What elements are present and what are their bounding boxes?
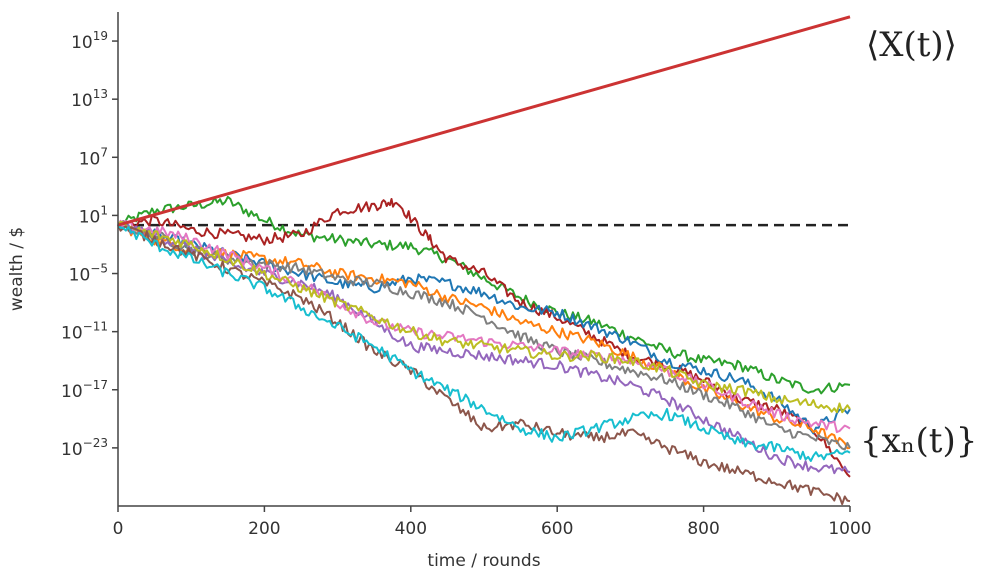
series-line-trajectory-3 bbox=[117, 221, 851, 435]
axes bbox=[117, 12, 850, 507]
y-tick-label: 10−11 bbox=[61, 320, 108, 344]
x-tick-label: 800 bbox=[687, 519, 719, 539]
series-line-trajectory-10 bbox=[117, 224, 851, 462]
y-tick-label: 10−17 bbox=[61, 378, 108, 402]
series-line-trajectory-7 bbox=[117, 219, 851, 434]
ensemble-average-label: ⟨X(t)⟩ bbox=[866, 25, 957, 65]
y-tick-label: 107 bbox=[79, 145, 108, 169]
series-line-trajectory-1 bbox=[117, 195, 851, 395]
x-axis-label: time / rounds bbox=[427, 551, 540, 571]
trajectories-label: {xₙ(t)} bbox=[860, 421, 977, 461]
y-axis-label: wealth / $ bbox=[7, 227, 27, 311]
plot-lines bbox=[117, 15, 851, 506]
series-line-ensemble-average bbox=[117, 15, 851, 227]
x-tick-label: 0 bbox=[113, 519, 124, 539]
y-tick-label: 10−23 bbox=[61, 436, 108, 460]
series-line-trajectory-9 bbox=[117, 224, 851, 506]
y-tick-label: 1019 bbox=[71, 29, 108, 53]
x-ticks: 0 200 400 600 800 1000 bbox=[113, 506, 872, 539]
y-ticks: 1019 1013 107 101 10−5 10−11 10−17 10−23 bbox=[61, 29, 118, 460]
y-tick-label: 10−5 bbox=[69, 262, 108, 286]
y-tick-label: 101 bbox=[79, 203, 108, 227]
x-tick-label: 600 bbox=[541, 519, 573, 539]
x-tick-label: 200 bbox=[248, 519, 280, 539]
x-tick-label: 1000 bbox=[828, 519, 871, 539]
series-line-trajectory-8 bbox=[117, 220, 851, 414]
y-tick-label: 1013 bbox=[71, 87, 108, 111]
x-tick-label: 400 bbox=[395, 519, 427, 539]
